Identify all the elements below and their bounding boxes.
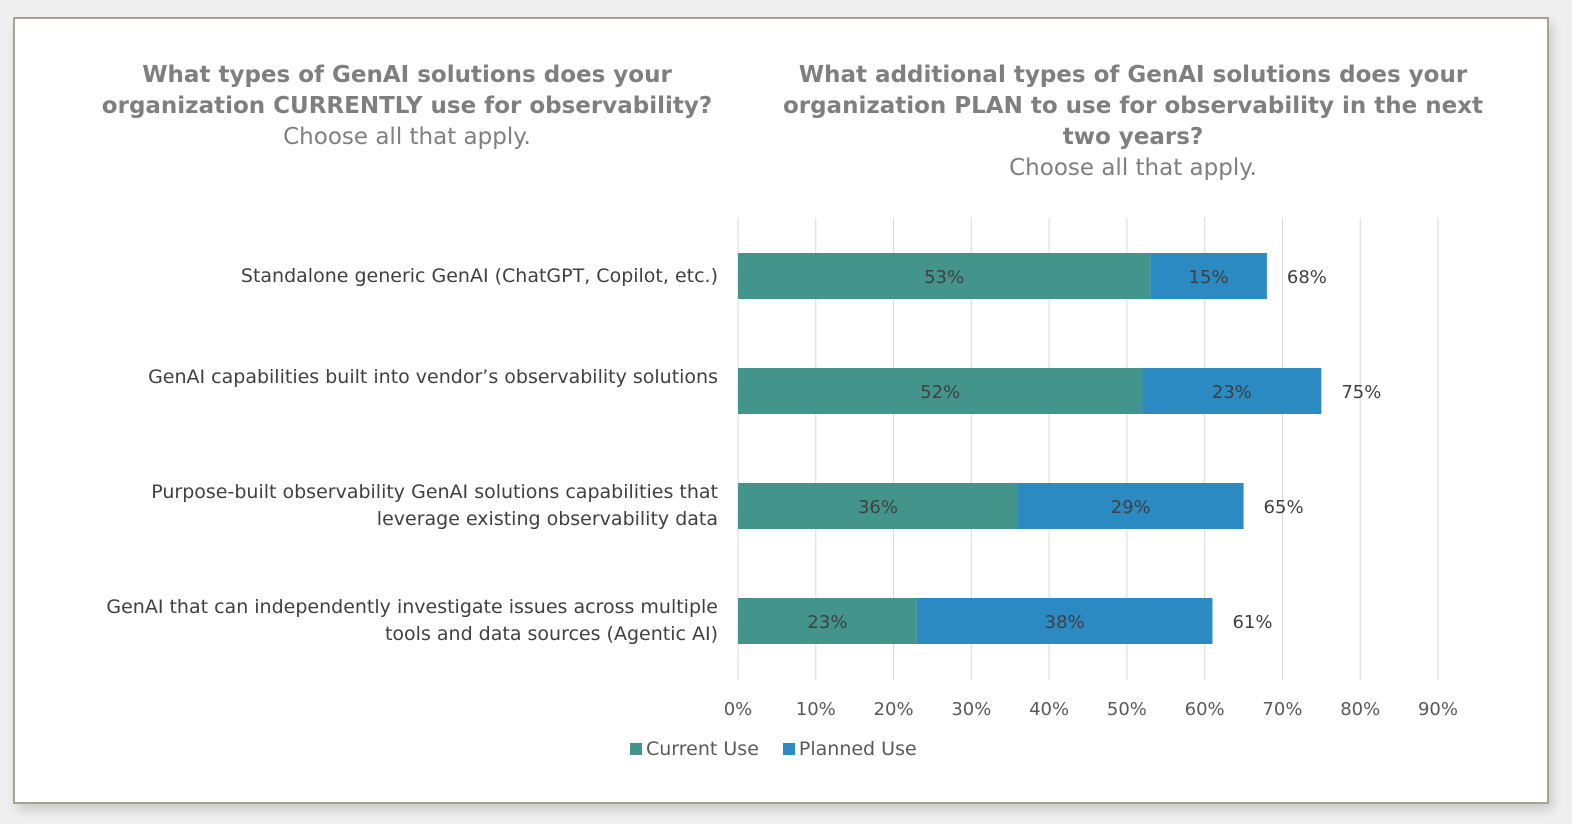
right-instruction: Choose all that apply.	[1009, 155, 1257, 181]
x-tick-label: 50%	[1107, 699, 1147, 720]
legend-label-planned: Planned Use	[798, 738, 917, 760]
x-tick-label: 90%	[1418, 699, 1458, 720]
x-tick-label: 40%	[1029, 699, 1069, 720]
x-tick-label: 60%	[1185, 699, 1225, 720]
x-tick-label: 20%	[874, 699, 914, 720]
total-label: 65%	[1264, 497, 1304, 518]
data-label: 36%	[858, 497, 898, 518]
left-instruction: Choose all that apply.	[283, 124, 531, 150]
left-title: What types of GenAI solutions does your …	[60, 60, 754, 153]
bar-segment-planned	[916, 598, 1213, 644]
x-tick-label: 70%	[1262, 699, 1302, 720]
legend-label-current: Current Use	[646, 738, 759, 760]
legend-swatch-planned	[782, 743, 795, 755]
x-tick-label: 10%	[796, 699, 836, 720]
right-title: What additional types of GenAI solutions…	[780, 60, 1486, 184]
legend-swatch-current	[630, 743, 642, 755]
bar-segment-current	[738, 253, 1151, 299]
bar-segment-current	[738, 368, 1143, 414]
bar-segment-planned	[1142, 368, 1322, 414]
right-question: What additional types of GenAI solutions…	[782, 62, 1484, 150]
legend: Current Use Planned Use	[630, 738, 941, 760]
category-label: GenAI that can independently investigate…	[106, 596, 718, 645]
data-label: 53%	[924, 267, 964, 288]
x-tick-label: 0%	[724, 699, 753, 720]
data-label: 23%	[1212, 382, 1252, 403]
x-tick-label: 80%	[1340, 699, 1380, 720]
total-label: 75%	[1341, 382, 1381, 403]
total-label: 68%	[1287, 267, 1327, 288]
data-label: 52%	[920, 382, 960, 403]
bar-segment-planned	[1150, 253, 1267, 299]
total-label: 61%	[1232, 612, 1272, 633]
data-label: 15%	[1189, 267, 1229, 288]
bar-segment-current	[738, 483, 1018, 529]
legend-planned-use: Planned Use	[782, 738, 917, 760]
x-tick-label: 30%	[951, 699, 991, 720]
left-question: What types of GenAI solutions does your …	[101, 62, 713, 119]
category-label: Standalone generic GenAI (ChatGPT, Copil…	[240, 264, 718, 287]
data-label: 29%	[1111, 497, 1151, 518]
bar-segment-current	[738, 598, 917, 644]
legend-current-use: Current Use	[630, 738, 759, 760]
bar-segment-planned	[1018, 483, 1244, 529]
category-label: GenAI capabilities built into vendor’s o…	[148, 366, 718, 388]
data-label: 23%	[807, 612, 847, 633]
data-label: 38%	[1045, 612, 1085, 633]
category-label: Purpose-built observability GenAI soluti…	[151, 481, 718, 530]
